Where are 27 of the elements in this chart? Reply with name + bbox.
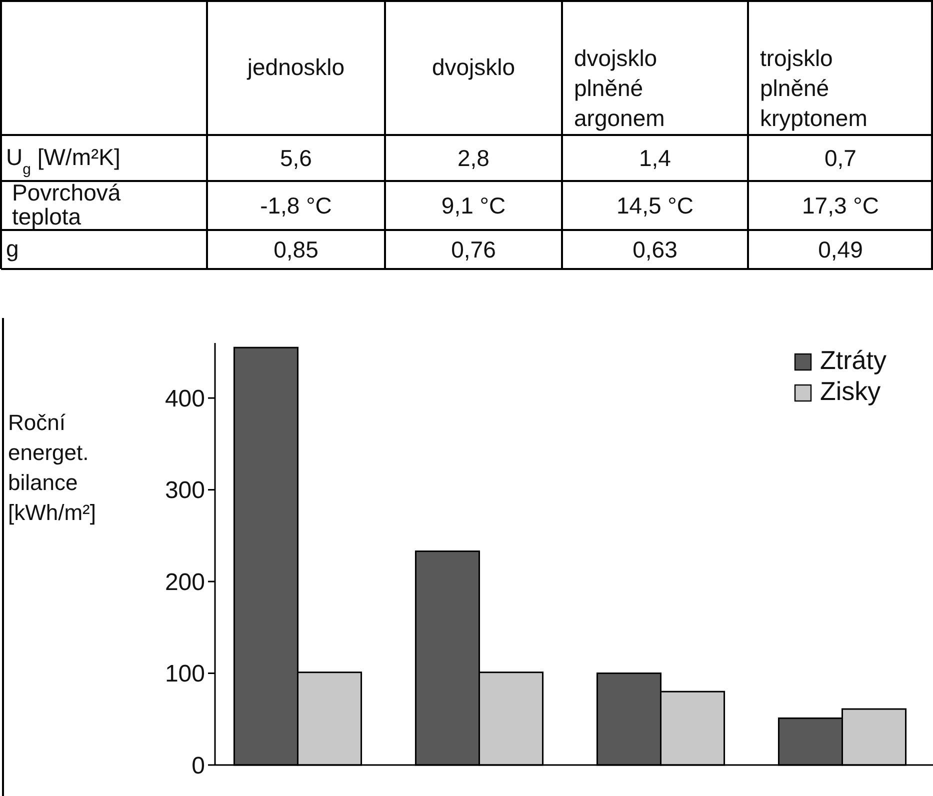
text: 2,8 (458, 145, 490, 171)
category-label: g (6, 236, 19, 262)
category-label: Povrchová teplota (12, 180, 121, 230)
text: 0,85 (274, 236, 318, 262)
text: 1,4 (639, 145, 671, 171)
y-tick-label: 100 (164, 660, 205, 688)
category-label: dvojsklo (432, 54, 516, 80)
y-tick-label: 400 (164, 385, 205, 412)
y-tick-label: 0 (192, 752, 205, 780)
legend-label: Ztráty (820, 345, 886, 375)
text: 14,5 °C (616, 192, 694, 218)
legend-label: Zisky (820, 376, 881, 406)
text: 5,6 (280, 145, 312, 171)
y-tick-label: 200 (164, 568, 205, 596)
y-tick-label: 300 (164, 477, 205, 504)
text: 9,1 °C (441, 192, 506, 218)
text: 0,7 (824, 145, 856, 171)
category-label: trojsklo plněné kryptonem (760, 45, 868, 131)
category-label: dvojsklo plněné argonem (574, 45, 665, 131)
category-label: jednosklo (246, 54, 345, 80)
text: 17,3 °C (802, 192, 879, 218)
category-label: U$_{g}$ [W/m²K] (6, 144, 120, 178)
text: 0,63 (632, 236, 678, 262)
text: 0,49 (818, 236, 863, 262)
y-axis-title: Roční energet. bilance [kWh/m²] (8, 410, 96, 525)
text: 0,76 (451, 236, 496, 262)
text: -1,8 °C (260, 192, 332, 218)
